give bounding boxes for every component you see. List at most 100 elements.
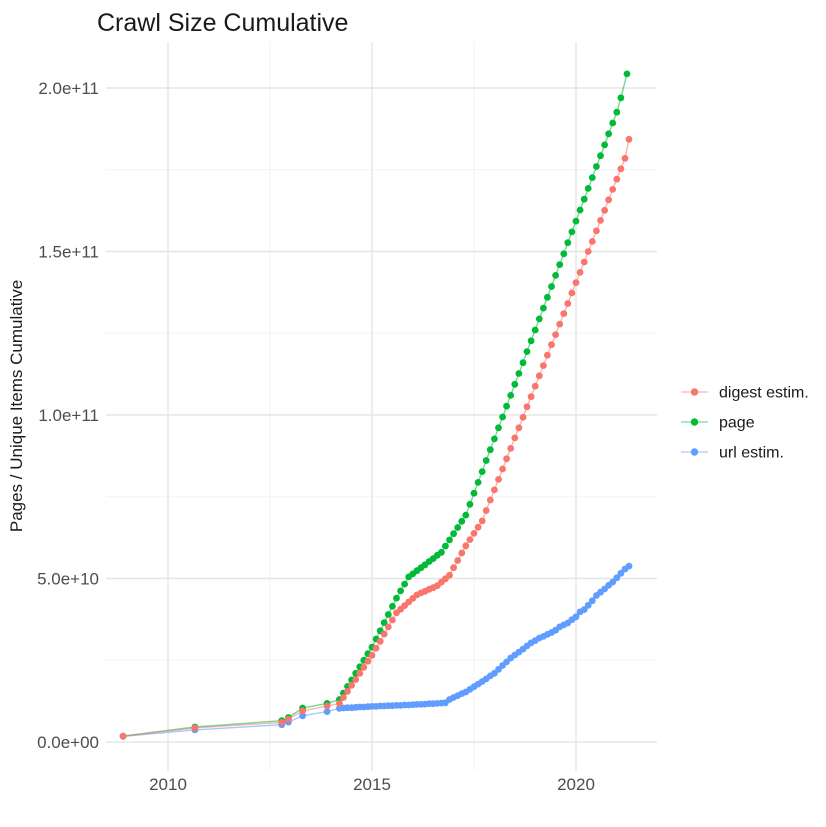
data-point-page — [597, 152, 604, 160]
data-point-page — [507, 392, 515, 399]
data-point-url — [588, 597, 596, 605]
data-point-page — [450, 530, 457, 538]
data-point-digest — [119, 732, 127, 740]
data-point-digest — [491, 486, 498, 494]
data-point-page — [470, 489, 478, 497]
data-point-digest — [470, 530, 478, 537]
data-point-digest — [580, 258, 588, 266]
data-point-page — [474, 479, 482, 486]
data-point-digest — [364, 657, 372, 665]
plot-series — [119, 70, 633, 740]
legend: digest estim. page url estim. — [681, 385, 809, 462]
data-point-digest — [285, 715, 292, 723]
data-point-digest — [605, 196, 612, 204]
data-point-digest — [621, 154, 629, 162]
data-point-url — [323, 708, 331, 715]
data-point-digest — [588, 238, 596, 245]
data-point-digest — [535, 372, 543, 380]
data-point-digest — [576, 269, 584, 276]
data-point-page — [466, 500, 474, 508]
data-point-digest — [601, 206, 608, 214]
data-point-digest — [446, 571, 453, 579]
data-point-digest — [356, 669, 364, 677]
data-point-digest — [531, 382, 539, 390]
series-points-url — [119, 562, 633, 740]
data-point-digest — [544, 351, 551, 359]
data-point-page — [535, 315, 543, 323]
data-point-page — [486, 446, 494, 454]
y-tick-label: 0.0e+00 — [37, 733, 99, 752]
data-point-digest — [540, 362, 547, 369]
series-points-digest — [119, 135, 633, 740]
data-point-page — [544, 293, 551, 301]
data-point-page — [593, 163, 600, 170]
data-point-url — [617, 569, 625, 577]
data-point-page — [588, 174, 596, 182]
data-point-digest — [380, 630, 388, 638]
data-point-page — [478, 468, 486, 475]
y-tick-label: 1.0e+11 — [38, 406, 99, 425]
data-point-page — [613, 108, 621, 116]
data-point-digest — [482, 507, 490, 514]
data-point-digest — [368, 651, 376, 659]
data-point-digest — [548, 341, 555, 349]
data-point-digest — [454, 557, 462, 564]
data-point-page — [384, 611, 392, 618]
y-tick-label: 5.0e+10 — [37, 570, 99, 589]
data-point-page — [401, 580, 408, 588]
data-point-page — [531, 326, 539, 334]
data-point-digest — [462, 542, 470, 550]
data-point-page — [605, 130, 612, 138]
data-point-digest — [352, 676, 360, 683]
data-point-digest — [515, 424, 523, 432]
data-point-page — [548, 283, 555, 290]
legend-key-point-digest — [690, 388, 699, 396]
data-point-page — [380, 619, 388, 626]
data-point-page — [389, 602, 396, 610]
data-point-digest — [278, 719, 286, 726]
data-point-page — [576, 206, 584, 214]
data-point-digest — [344, 687, 351, 695]
data-point-digest — [523, 403, 531, 411]
data-point-page — [503, 402, 510, 410]
data-point-digest — [568, 289, 576, 297]
data-point-digest — [450, 564, 457, 572]
data-point-digest — [552, 331, 559, 338]
data-point-digest — [466, 536, 474, 543]
data-point-page — [584, 185, 592, 192]
data-point-digest — [507, 445, 515, 452]
data-point-digest — [519, 413, 527, 421]
x-axis-tick-labels: 2010 2015 2020 — [149, 775, 595, 794]
data-point-page — [446, 536, 453, 544]
legend-entry-digest: digest estim. — [681, 385, 809, 402]
data-point-digest — [597, 217, 604, 224]
data-point-digest — [503, 455, 510, 463]
data-point-page — [511, 380, 519, 388]
x-tick-label: 2020 — [557, 775, 595, 794]
data-point-digest — [560, 310, 568, 317]
data-point-digest — [340, 694, 347, 701]
data-point-digest — [593, 227, 600, 235]
data-point-digest — [617, 165, 625, 173]
data-point-digest — [372, 644, 380, 652]
data-point-page — [560, 250, 568, 258]
data-point-digest — [336, 700, 343, 707]
data-point-page — [601, 141, 608, 149]
y-tick-label: 1.5e+11 — [38, 243, 99, 262]
data-point-digest — [360, 664, 368, 671]
data-point-digest — [458, 549, 466, 557]
data-point-page — [572, 217, 580, 225]
data-point-page — [617, 94, 625, 102]
data-point-url — [580, 606, 588, 613]
data-point-page — [462, 511, 470, 519]
data-point-digest — [572, 279, 580, 286]
data-point-page — [515, 370, 523, 377]
data-point-page — [454, 524, 462, 531]
series-points-page — [119, 70, 631, 740]
y-axis-tick-labels: 0.0e+00 5.0e+10 1.0e+11 1.5e+11 2.0e+11 — [37, 79, 99, 752]
data-point-digest — [527, 393, 535, 401]
data-point-page — [519, 359, 527, 367]
data-point-url — [609, 578, 617, 586]
x-tick-label: 2015 — [353, 775, 391, 794]
